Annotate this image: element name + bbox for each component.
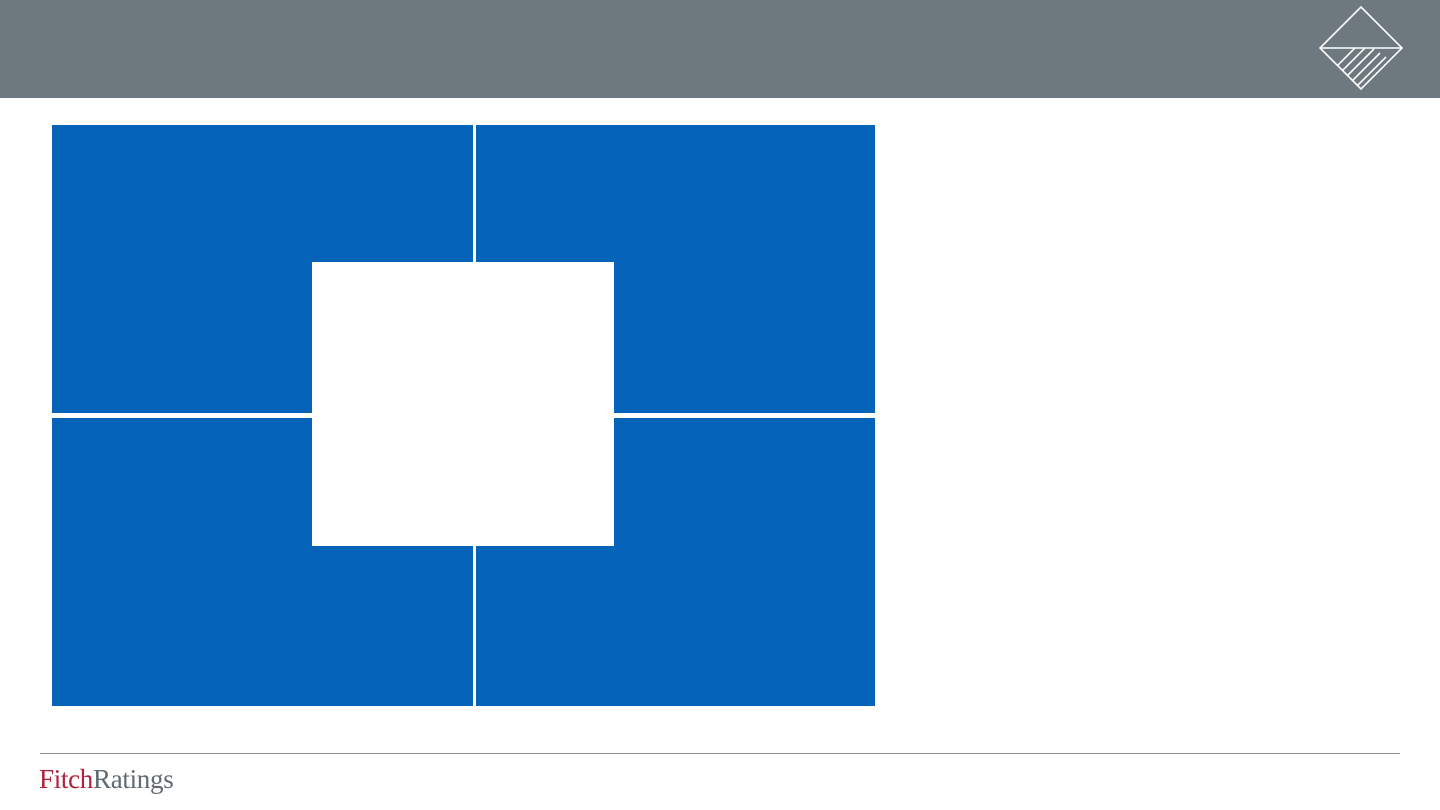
center-box [312,262,614,546]
header-bar [0,0,1440,98]
fitch-ratings-logo: FitchRatings [39,762,174,796]
brand-fitch: Fitch [39,764,94,794]
brand-ratings: Ratings [93,764,174,794]
diamond-hatched-icon [1318,5,1404,91]
footer-divider [40,753,1400,754]
